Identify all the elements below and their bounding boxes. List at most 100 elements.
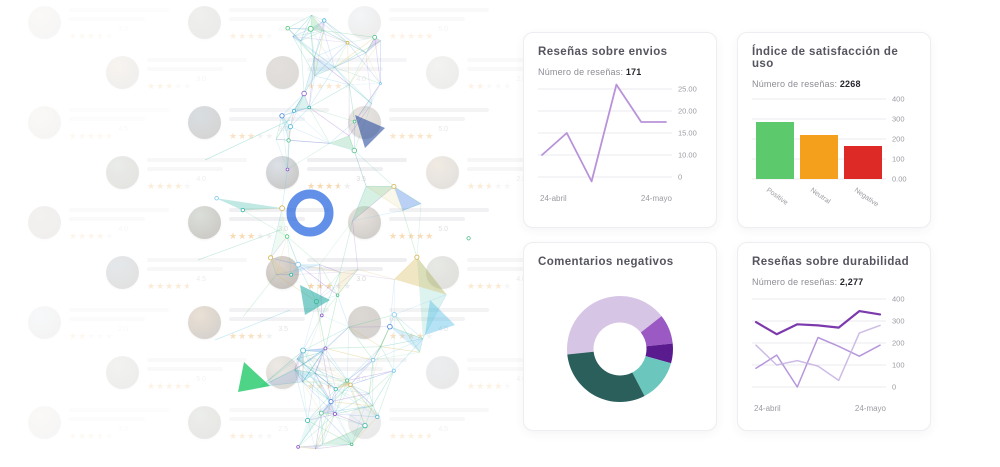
star-rating: ★★★★★★★★★★ xyxy=(389,431,435,441)
line-series xyxy=(541,83,667,183)
donut-segment-1 xyxy=(566,295,662,355)
review-text-placeholder xyxy=(467,367,543,371)
review-text-placeholder xyxy=(229,308,329,312)
blue-ring-accent xyxy=(286,189,334,237)
x-category-label: Positive xyxy=(765,187,789,207)
review-text-placeholder xyxy=(69,17,145,21)
review-item: ★★★★★★★★★★4.0 xyxy=(348,306,498,344)
review-item: ★★★★★★★★★★2.5 xyxy=(188,406,338,444)
rating-value: 4.0 xyxy=(118,226,129,233)
avatar xyxy=(188,406,221,439)
rating-value: 3.5 xyxy=(356,176,367,183)
review-text-placeholder xyxy=(69,108,169,112)
y-tick-label: 100 xyxy=(892,361,905,370)
review-text-placeholder xyxy=(229,208,329,212)
avatar xyxy=(28,6,61,39)
review-item: ★★★★★★★★★★4.0 xyxy=(28,206,178,244)
review-text-placeholder xyxy=(229,317,305,321)
mesh-triangles xyxy=(216,15,447,449)
donut-segment-3 xyxy=(645,343,674,364)
star-rating: ★★★★★★★★★★ xyxy=(147,381,193,391)
card-resenas-envios: Reseñas sobre envios Número de reseñas: … xyxy=(523,32,717,228)
star-rating: ★★★★★★★★★★ xyxy=(467,381,513,391)
star-rating: ★★★★★★★★★★ xyxy=(307,381,351,391)
star-rating: ★★★★★★★★★★ xyxy=(467,281,513,291)
review-text-placeholder xyxy=(389,8,489,12)
review-text-placeholder xyxy=(389,17,465,21)
bar-neutral xyxy=(800,135,838,179)
review-text-placeholder xyxy=(389,217,465,221)
review-text-placeholder xyxy=(389,317,465,321)
star-rating: ★★★★★★★★★★ xyxy=(147,181,193,191)
donut-segment-4 xyxy=(632,356,672,396)
sky-triangle-accent xyxy=(425,300,455,335)
review-text-placeholder xyxy=(147,167,223,171)
star-rating: ★★★★★★★★★★ xyxy=(389,331,435,341)
y-tick-label: 0 xyxy=(892,383,896,392)
avatar xyxy=(266,56,299,89)
rating-value: 2.5 xyxy=(516,176,527,183)
avatar xyxy=(426,56,459,89)
card-title: Índice de satisfacción de uso xyxy=(752,46,899,70)
avatar xyxy=(188,106,221,139)
review-text-placeholder xyxy=(467,58,567,62)
review-text-placeholder xyxy=(147,358,247,362)
review-item: ★★★★★★★★★★4.5 xyxy=(106,256,256,294)
avatar xyxy=(106,256,139,289)
rating-value: 3.0 xyxy=(356,276,367,283)
star-rating: ★★★★★★★★★★ xyxy=(307,281,353,291)
y-tick-label: 200 xyxy=(892,339,905,348)
avatar xyxy=(266,156,299,189)
x-axis-end-label: 24-mayo xyxy=(641,194,673,203)
rating-value: 3.5 xyxy=(118,26,129,33)
review-item: ★★★★★★★★★★2.5 xyxy=(426,156,576,194)
review-text-placeholder xyxy=(69,117,145,121)
star-rating: ★★★★★★★★★★ xyxy=(69,431,115,441)
y-tick-label: 200 xyxy=(892,135,905,144)
star-rating: ★★★★★★★★★★ xyxy=(229,231,275,241)
review-text-placeholder xyxy=(307,358,407,362)
review-text-placeholder xyxy=(467,67,543,71)
star-rating: ★★★★★★★★★★ xyxy=(147,281,193,291)
review-item: ★★★★★★★★★★2.0 xyxy=(28,306,178,344)
review-item: ★★★★★★★★★★4.0 xyxy=(426,256,576,294)
review-text-placeholder xyxy=(307,167,383,171)
review-text-placeholder xyxy=(307,58,407,62)
star-rating: ★★★★★★★★★★ xyxy=(69,31,115,41)
card-title: Reseñas sobre durabilidad xyxy=(752,256,909,268)
review-item: ★★★★★★★★★★4.5 xyxy=(28,106,178,144)
satisfaccion-bar-chart: 400 300 200 100 0.00 Positive Neutral Negative xyxy=(752,95,907,209)
review-text-placeholder xyxy=(389,208,489,212)
review-item: ★★★★★ ★★★★★ 5.0 xyxy=(106,356,256,394)
review-text-placeholder xyxy=(69,217,145,221)
rating-value: 3.0 xyxy=(278,126,288,133)
rating-value: 3.5 xyxy=(118,426,129,433)
review-text-placeholder xyxy=(467,158,567,162)
star-rating: ★★★★★★★★★★ xyxy=(147,81,193,91)
avatar xyxy=(188,206,221,239)
review-text-placeholder xyxy=(229,17,305,21)
review-text-placeholder xyxy=(467,358,567,362)
durabilidad-line-chart: 400 300 200 100 0 24-abril 24-mayo xyxy=(752,295,905,413)
avatar xyxy=(28,206,61,239)
review-item: ★★★★★★★★★★3.5 xyxy=(188,306,338,344)
review-item: ★★★★★★★★★★4.0 xyxy=(188,6,338,44)
star-rating: ★★★★★★★★★★ xyxy=(467,81,513,91)
rating-value: 5.0 xyxy=(438,226,449,233)
x-category-label: Neutral xyxy=(809,187,832,206)
star-rating: ★★★★★★★★★★ xyxy=(69,131,115,141)
x-axis-start-label: 24-abril xyxy=(540,194,567,203)
rating-value: 4.5 xyxy=(438,426,449,433)
review-item: ★★★★★★★★★★4.0 xyxy=(426,356,576,394)
review-item: ★★★★★ ★★★★★ 5.0 xyxy=(348,206,498,244)
review-text-placeholder xyxy=(229,417,305,421)
rating-value: 5.0 xyxy=(438,26,449,33)
line-series xyxy=(755,336,881,388)
review-text-placeholder xyxy=(389,417,465,421)
star-rating: ★★★★★★★★★★ xyxy=(307,81,353,91)
review-text-placeholder xyxy=(389,308,489,312)
avatar xyxy=(106,56,139,89)
review-count: Número de reseñas: 2,277 xyxy=(752,277,864,287)
y-tick-label: 300 xyxy=(892,115,905,124)
